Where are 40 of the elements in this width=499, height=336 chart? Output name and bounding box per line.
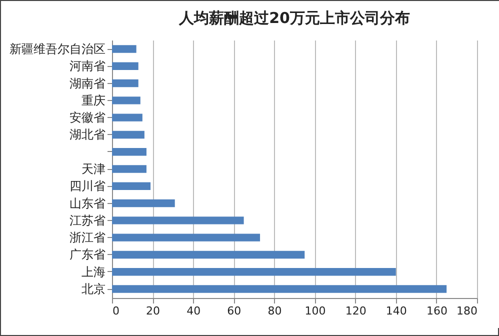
bar — [112, 165, 146, 173]
bar — [112, 268, 396, 276]
bar — [112, 216, 244, 224]
y-tick-label: 四川省 — [70, 179, 106, 194]
bar — [112, 96, 140, 104]
y-tick-label: 江苏省 — [70, 213, 106, 228]
y-tick-label: 湖北省 — [70, 128, 106, 142]
bar — [112, 199, 175, 208]
x-tick-label: 140 — [386, 304, 407, 318]
y-tick-label: 河南省 — [70, 59, 106, 74]
bar — [112, 250, 305, 259]
y-tick-label: 浙江省 — [70, 230, 106, 245]
x-tick-label: 100 — [304, 304, 326, 318]
bar — [112, 234, 260, 242]
bar — [112, 130, 144, 139]
x-tick-label: 20 — [146, 304, 160, 318]
y-tick-label: 湖南省 — [70, 76, 106, 90]
y-tick-label: 北京 — [82, 282, 106, 296]
y-tick-label: 山东省 — [70, 196, 106, 210]
chart-title: 人均薪酬超过20万元上市公司分布 — [178, 9, 410, 27]
bar — [112, 148, 146, 156]
x-tick-label: 180 — [456, 304, 478, 318]
x-tick-label: 0 — [112, 304, 120, 318]
x-tick-label: 80 — [268, 304, 282, 318]
y-tick-label: 新疆维吾尔自治区 — [10, 42, 106, 56]
y-tick-label: 广东省 — [70, 248, 106, 262]
bar — [112, 114, 142, 122]
y-tick-label: 上海 — [82, 264, 106, 279]
bar — [112, 182, 151, 190]
y-tick-label: 天津 — [82, 162, 106, 176]
x-tick-label: 120 — [345, 304, 366, 318]
bar — [112, 62, 138, 70]
x-tick-label: 160 — [426, 304, 448, 318]
x-tick-label: 60 — [227, 304, 242, 318]
y-tick-label: 重庆 — [82, 93, 106, 108]
bar — [112, 79, 138, 88]
x-tick-label: 40 — [186, 304, 201, 318]
bar — [112, 285, 447, 293]
y-tick-label: 安徽省 — [70, 110, 106, 125]
bar — [112, 45, 136, 53]
